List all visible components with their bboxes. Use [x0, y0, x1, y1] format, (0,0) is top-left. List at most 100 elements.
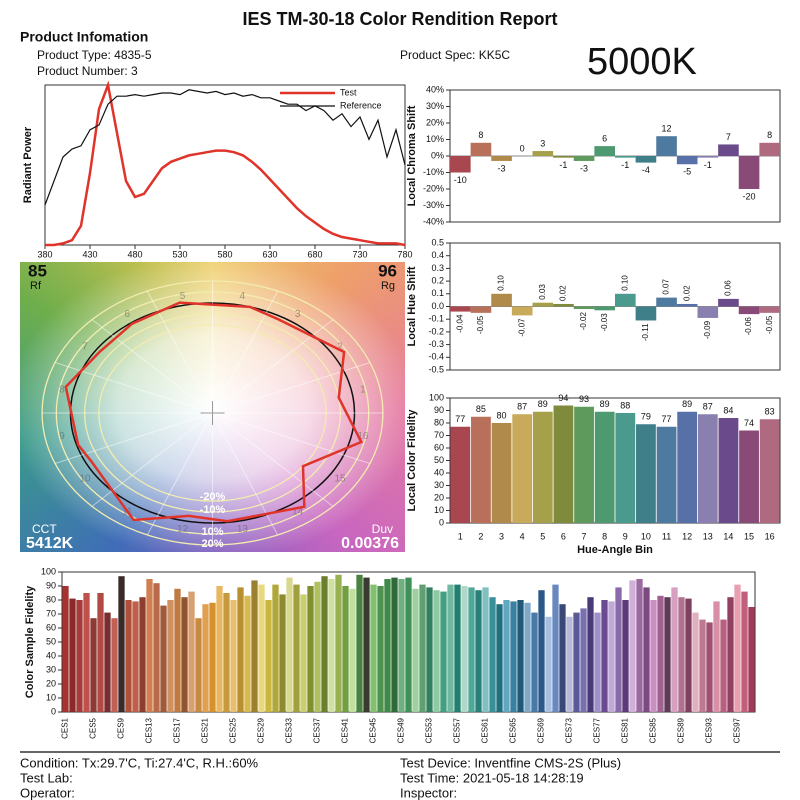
bar: [559, 604, 566, 712]
bar: [678, 597, 685, 712]
bar: [741, 591, 748, 712]
x-tick-label: CES37: [313, 717, 322, 743]
x-tick-label: CES97: [733, 717, 742, 743]
bar: [587, 597, 594, 712]
bar: [692, 612, 699, 712]
product-number: Product Number: 3: [37, 64, 138, 78]
bar: [139, 597, 146, 712]
bar: [553, 405, 574, 523]
product-type: Product Type: 4835-5: [37, 48, 152, 62]
data-label: -0.04: [455, 314, 464, 333]
bar: [461, 586, 468, 712]
bar: [685, 598, 692, 712]
x-tick-label: 12: [682, 531, 692, 541]
bar: [433, 590, 440, 712]
bar: [118, 576, 125, 712]
data-label: 6: [602, 133, 607, 143]
condition: Condition: Tx:29.7'C, Ti:27.4'C, R.H.:60…: [20, 755, 259, 770]
hue-spoke: [146, 412, 213, 536]
x-tick-label: 14: [723, 531, 733, 541]
bar: [491, 156, 512, 161]
x-tick-label: CES21: [201, 717, 210, 743]
cct-value: 5412K: [26, 535, 74, 552]
bar: [720, 619, 727, 712]
y-tick-label: 70: [46, 608, 56, 618]
bar: [510, 601, 517, 712]
x-tick-label: 13: [703, 531, 713, 541]
x-tick-label: 7: [582, 531, 587, 541]
bar: [594, 306, 615, 311]
x-tick-label: CES5: [89, 717, 98, 738]
bar: [574, 406, 594, 523]
x-tick-label: 430: [82, 249, 97, 259]
bar: [62, 586, 69, 712]
bar: [335, 574, 342, 712]
y-tick-label: -0.3: [428, 339, 444, 349]
y-tick-label: -10%: [423, 167, 444, 177]
bar: [471, 416, 491, 523]
data-label: 77: [455, 414, 465, 424]
bar: [230, 600, 237, 712]
spectrum-line: [45, 80, 406, 247]
x-tick-label: CES49: [397, 717, 406, 743]
bar: [608, 601, 615, 712]
test-lab: Test Lab:: [20, 770, 73, 785]
x-tick-label: 3: [499, 531, 504, 541]
y-tick-label: 0.3: [431, 263, 444, 273]
bar: [664, 597, 671, 712]
bar: [97, 593, 104, 712]
y-tick-label: 60: [434, 442, 444, 452]
y-tick-label: -40%: [423, 216, 444, 226]
y-tick-label: 50: [434, 455, 444, 465]
data-label: -0.06: [744, 317, 753, 336]
bar: [470, 306, 492, 313]
bar: [511, 306, 533, 316]
bar: [188, 591, 195, 712]
x-tick-label: 9: [623, 531, 628, 541]
hue-bin-label: 16: [357, 431, 369, 442]
bar: [251, 580, 258, 712]
bar: [69, 598, 76, 712]
bar: [279, 594, 286, 712]
bar: [195, 618, 202, 712]
hue-spoke: [212, 319, 334, 414]
x-axis-label: Hue-Angle Bin: [577, 544, 653, 556]
y-tick-label: 80: [434, 417, 444, 427]
x-tick-label: CES77: [593, 717, 602, 743]
hue-bin-label: 10: [79, 474, 91, 485]
rg-value: 96: [378, 261, 397, 280]
bar: [167, 600, 174, 712]
y-tick-label: 10: [46, 692, 56, 702]
bar: [636, 424, 656, 523]
hue-spoke: [212, 362, 371, 414]
report-title: IES TM-30-18 Color Rendition Report: [242, 9, 557, 29]
duv-value: 0.00376: [341, 535, 399, 552]
data-label: -3: [580, 163, 588, 173]
y-tick-label: 0: [439, 517, 444, 527]
x-tick-label: 10: [641, 531, 651, 541]
hue-bin-label: 15: [334, 474, 346, 485]
y-tick-label: -0.2: [428, 326, 444, 336]
x-tick-label: CES93: [705, 717, 714, 743]
data-label: 0.07: [662, 278, 671, 294]
data-label: 93: [579, 394, 589, 404]
bar: [272, 584, 279, 712]
x-tick-label: CES61: [481, 717, 490, 743]
bar: [738, 156, 760, 189]
y-tick-label: 90: [46, 580, 56, 590]
x-tick-label: CES41: [341, 717, 350, 743]
hue-bin-label: 4: [240, 291, 246, 302]
y-tick-label: 90: [434, 405, 444, 415]
bar: [174, 588, 181, 712]
cct-label: CCT: [32, 522, 57, 536]
hue-bin-label: 8: [59, 384, 65, 395]
bar: [468, 587, 475, 712]
data-label: 0.03: [538, 284, 547, 300]
rf-label: Rf: [30, 280, 42, 292]
bar: [718, 298, 739, 307]
y-tick-label: 40: [434, 467, 444, 477]
hue-bin-label: 12: [177, 524, 189, 535]
y-tick-label: 0: [51, 706, 56, 716]
